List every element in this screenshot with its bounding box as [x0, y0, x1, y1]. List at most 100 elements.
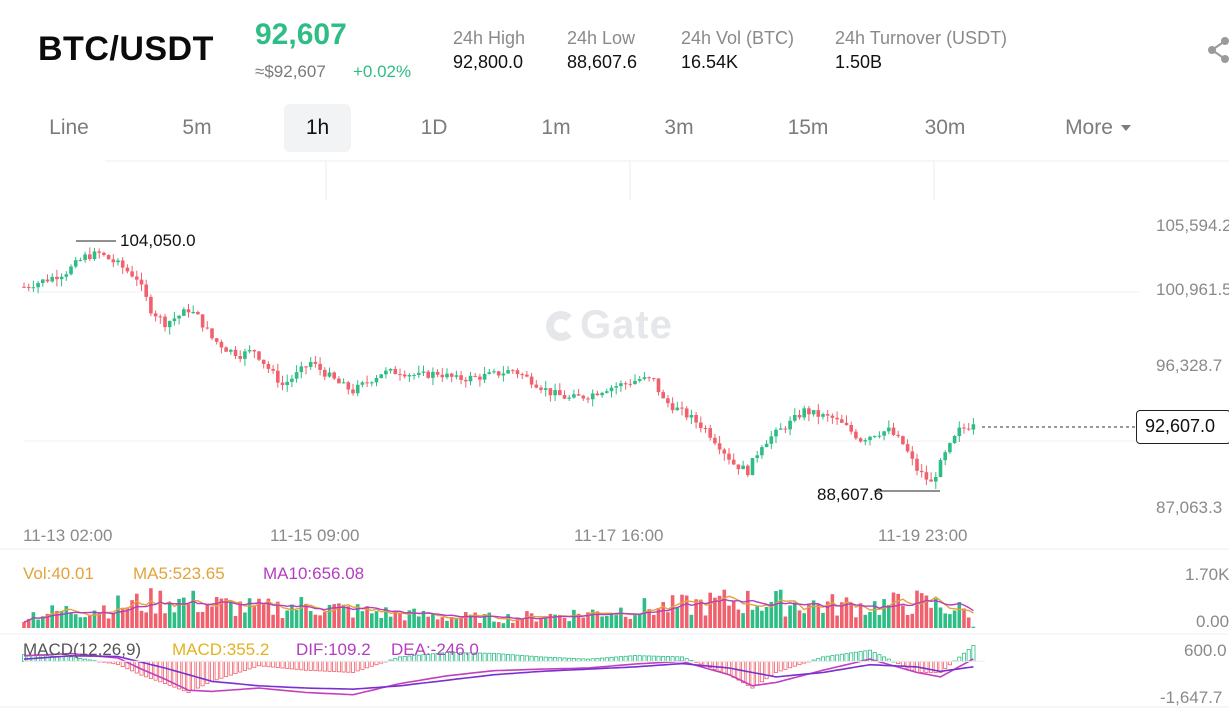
macd-histogram-bar — [633, 655, 638, 662]
candle-body — [717, 443, 722, 450]
tab-3m[interactable]: 3m — [664, 116, 694, 139]
candle — [464, 377, 468, 388]
volume-bar — [341, 604, 346, 628]
candle — [656, 378, 661, 396]
tab-line[interactable]: Line — [49, 116, 89, 139]
candle — [600, 391, 604, 398]
volume-bar — [952, 610, 957, 628]
volume-bar — [774, 591, 778, 628]
volume-bar — [741, 613, 745, 628]
volume-bar — [299, 597, 304, 628]
volume-bar — [365, 606, 369, 628]
volume-bar — [929, 607, 933, 628]
candle — [924, 465, 929, 486]
macd-histogram-bar — [774, 660, 779, 673]
candle — [238, 350, 242, 363]
candle — [680, 401, 684, 416]
volume-bar — [576, 613, 581, 628]
share-icon[interactable] — [1206, 36, 1229, 64]
candle — [802, 405, 806, 421]
last-price-tag[interactable]: 92,607.0 — [1136, 410, 1229, 444]
volume-bar — [205, 603, 210, 628]
volume-bar — [55, 610, 59, 628]
candle-body — [196, 311, 200, 315]
candle — [835, 411, 839, 425]
candle-body — [656, 378, 661, 393]
candle-body — [581, 395, 586, 399]
candle-body — [337, 378, 341, 384]
macd-histogram-bar — [496, 653, 501, 662]
candle-body — [647, 377, 651, 379]
volume-bar — [825, 601, 830, 628]
volume-bar — [506, 614, 510, 628]
macd-histogram-bar — [224, 660, 229, 678]
volume-tick: 0.00 — [1196, 612, 1229, 631]
candle — [788, 416, 792, 436]
candle — [45, 274, 50, 283]
macd-histogram-bar — [943, 660, 948, 670]
volume-bar — [811, 600, 816, 628]
volume-bar — [139, 610, 144, 628]
candle — [224, 346, 228, 352]
macd-histogram-bar — [242, 660, 247, 671]
tab-more[interactable]: More — [1046, 104, 1150, 152]
candle — [243, 348, 247, 366]
tab-1d[interactable]: 1D — [420, 116, 448, 139]
volume-bar — [135, 593, 139, 628]
volume-bar — [487, 612, 492, 628]
candle-body — [642, 377, 647, 380]
caret-down-icon — [1120, 125, 1131, 132]
candle — [703, 425, 708, 433]
macd-histogram-bar — [844, 653, 849, 662]
candle-body — [407, 374, 412, 377]
macd-histogram-bar — [957, 656, 962, 662]
volume-bar — [464, 612, 468, 628]
candle-body — [473, 375, 477, 377]
volume-bar — [83, 617, 87, 628]
candle — [210, 328, 214, 341]
candle — [675, 401, 680, 411]
tab-15m[interactable]: 15m — [787, 116, 829, 139]
candle — [905, 439, 910, 453]
price-tick: 105,594.2 — [1156, 216, 1229, 235]
candle-body — [722, 449, 727, 454]
candle — [167, 320, 172, 335]
volume-bar — [525, 611, 529, 628]
volume-bar — [605, 615, 609, 628]
gate-logo-icon — [546, 311, 576, 341]
macd-histogram-bar — [336, 660, 341, 673]
volume-bar — [760, 610, 764, 628]
macd-histogram-bar — [741, 660, 746, 684]
tab-5m[interactable]: 5m — [182, 116, 212, 139]
tab-1m[interactable]: 1m — [541, 116, 571, 139]
candle — [699, 416, 703, 433]
candle-body — [435, 371, 440, 375]
last-price: 92,607 — [255, 18, 347, 51]
volume-bar — [473, 612, 477, 628]
candle — [966, 423, 971, 431]
candlestick-series — [22, 247, 976, 489]
candle-body — [327, 372, 332, 377]
candle-body — [398, 374, 402, 376]
candle-body — [102, 252, 106, 255]
candle — [346, 380, 351, 395]
macd-histogram-bar — [228, 660, 233, 676]
macd-histogram-bar — [200, 660, 205, 687]
volume-bar — [360, 611, 365, 628]
candle-body — [83, 254, 87, 261]
macd-histogram-bar — [882, 656, 887, 662]
volume-bar — [699, 599, 703, 628]
candle-body — [464, 379, 468, 382]
candle-body — [365, 382, 369, 384]
volume-bar — [675, 606, 680, 628]
candle — [731, 453, 736, 466]
volume-bar — [149, 588, 153, 628]
tab-1h[interactable]: 1h — [284, 104, 351, 152]
volume-ma10-line — [23, 598, 974, 623]
volume-bar — [746, 590, 750, 628]
candle — [764, 440, 769, 448]
candle — [290, 374, 294, 388]
candle — [872, 435, 877, 438]
tab-30m[interactable]: 30m — [924, 116, 966, 139]
